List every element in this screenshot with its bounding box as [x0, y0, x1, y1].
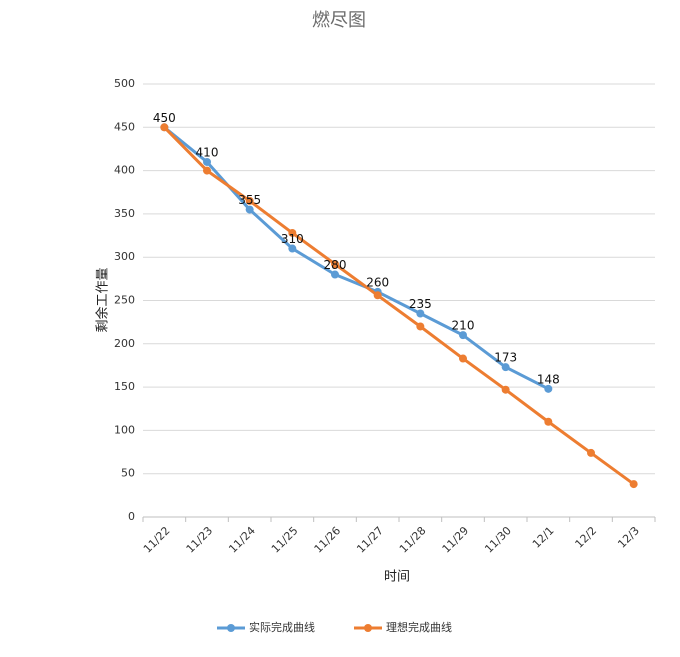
y-tick-label: 300 — [114, 250, 135, 263]
x-tick-label: 12/3 — [615, 524, 642, 551]
point — [416, 309, 425, 318]
point — [245, 196, 254, 205]
y-tick-label: 200 — [114, 337, 135, 350]
point — [587, 448, 595, 457]
y-tick-label: 0 — [128, 510, 135, 523]
data-label: 310 — [281, 232, 304, 246]
y-tick-label: 100 — [114, 423, 135, 436]
point — [416, 322, 425, 331]
x-tick-label: 11/29 — [440, 524, 472, 556]
y-tick-label: 500 — [114, 77, 135, 90]
point — [459, 354, 467, 363]
legend-label: 实际完成曲线 — [249, 620, 315, 634]
y-tick-label: 150 — [114, 380, 135, 393]
point — [501, 363, 510, 372]
data-label: 210 — [452, 319, 475, 333]
point — [459, 331, 467, 340]
data-label: 148 — [537, 372, 560, 386]
x-tick-label: 11/26 — [312, 524, 344, 556]
y-tick-label: 250 — [114, 294, 135, 307]
point — [501, 385, 510, 394]
point — [203, 157, 211, 166]
data-label: 410 — [196, 145, 219, 159]
data-label: 450 — [153, 111, 176, 125]
point — [544, 384, 553, 393]
y-tick-label: 400 — [114, 164, 135, 177]
x-tick-label: 11/28 — [397, 524, 429, 556]
x-tick-label: 12/2 — [573, 524, 600, 551]
point — [544, 417, 553, 426]
x-tick-label: 11/30 — [482, 524, 514, 556]
data-label: 355 — [238, 193, 261, 207]
x-axis-title: 时间 — [384, 570, 410, 585]
y-tick-label: 350 — [114, 207, 135, 220]
point — [331, 260, 339, 269]
point — [373, 291, 382, 300]
point — [629, 480, 638, 489]
x-tick-label: 11/24 — [226, 524, 258, 556]
legend-label: 理想完成曲线 — [386, 620, 452, 634]
x-tick-label: 11/23 — [184, 524, 216, 556]
point — [160, 123, 169, 132]
point — [331, 270, 339, 279]
legend-marker — [364, 624, 372, 632]
y-tick-label: 450 — [114, 120, 135, 133]
x-tick-label: 11/27 — [354, 524, 386, 556]
data-label: 280 — [324, 258, 347, 272]
point — [245, 205, 254, 214]
data-label: 235 — [409, 297, 432, 311]
x-tick-label: 11/22 — [141, 524, 173, 556]
y-tick-label: 50 — [121, 467, 135, 480]
x-tick-label: 11/25 — [269, 524, 301, 556]
point — [203, 166, 211, 175]
point — [288, 228, 297, 237]
x-tick-label: 12/1 — [530, 524, 557, 551]
y-axis-title: 剩余工作量 — [95, 267, 111, 332]
point — [288, 244, 297, 253]
data-label: 260 — [366, 275, 389, 289]
chart-title: 燃尽图 — [312, 10, 366, 31]
data-label: 173 — [494, 351, 517, 365]
series-line — [163, 126, 550, 391]
legend-marker — [227, 624, 235, 632]
series-line — [163, 126, 635, 486]
